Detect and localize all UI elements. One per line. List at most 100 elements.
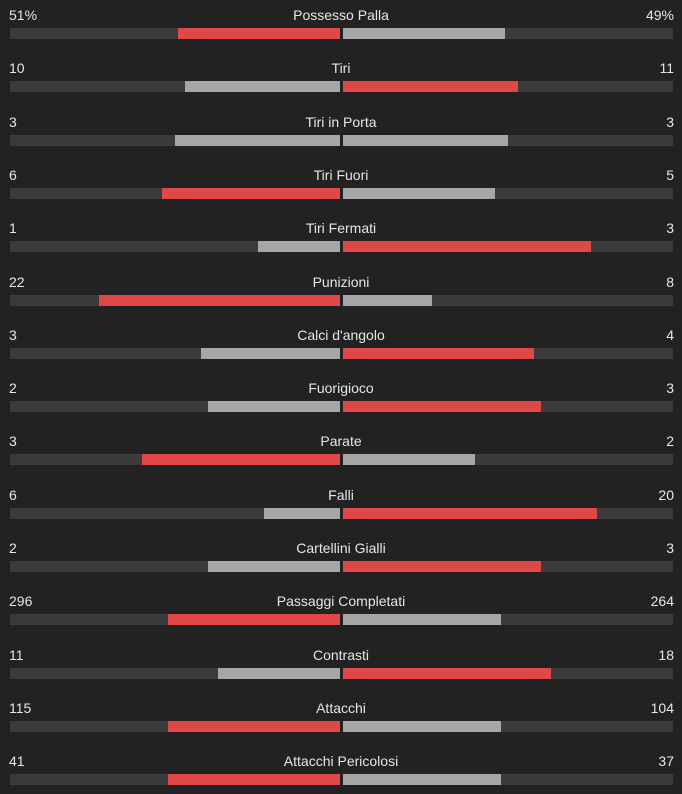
home-value: 296 (9, 593, 33, 610)
home-bar-fill (161, 187, 340, 199)
home-bar-fill (217, 667, 340, 679)
stat-row: 2 Fuorigioco 3 (0, 375, 682, 415)
stat-row: 10 Tiri 11 (0, 55, 682, 95)
stat-row: 6 Tiri Fuori 5 (0, 162, 682, 202)
away-value: 5 (666, 166, 674, 183)
home-bar-track (10, 134, 340, 146)
home-bar-fill (201, 347, 340, 359)
home-value: 6 (9, 166, 17, 183)
stat-label: Possesso Palla (293, 7, 389, 23)
home-bar-track (10, 667, 340, 679)
away-value: 3 (666, 220, 674, 237)
away-bar-track (343, 241, 673, 253)
home-bar-track (10, 774, 340, 786)
stat-row: 22 Punizioni 8 (0, 269, 682, 309)
away-value: 20 (658, 486, 674, 503)
away-bar-track (343, 347, 673, 359)
home-value: 51% (9, 7, 38, 23)
away-bar-fill (343, 667, 551, 679)
away-bar-fill (343, 720, 502, 732)
home-bar-fill (208, 401, 340, 413)
home-value: 11 (9, 646, 24, 663)
home-bar-fill (264, 507, 340, 519)
home-bar-fill (168, 614, 340, 626)
away-value: 8 (666, 273, 674, 290)
away-bar-track (343, 507, 673, 519)
away-value: 18 (658, 646, 674, 663)
stat-label: Tiri Fuori (313, 166, 369, 183)
away-bar-track (343, 187, 673, 199)
home-bar-track (10, 28, 340, 39)
stat-row: 51% Possesso Palla 49% (0, 2, 682, 42)
away-value: 37 (658, 753, 674, 770)
home-value: 3 (9, 113, 17, 130)
stat-label: Tiri in Porta (305, 113, 377, 130)
stat-row: 1 Tiri Fermati 3 (0, 215, 682, 255)
home-bar-fill (208, 561, 340, 572)
away-value: 3 (666, 540, 674, 556)
away-bar-fill (343, 134, 508, 146)
home-value: 3 (9, 433, 17, 450)
stat-row: 3 Parate 2 (0, 428, 682, 468)
away-bar-track (343, 81, 673, 93)
stat-row: 6 Falli 20 (0, 482, 682, 522)
stat-label: Falli (328, 486, 354, 503)
stat-row: 296 Passaggi Completati 264 (0, 588, 682, 628)
stat-label: Cartellini Gialli (296, 540, 386, 556)
home-bar-fill (178, 28, 340, 39)
home-bar-fill (168, 774, 340, 786)
away-value: 49% (645, 7, 674, 23)
home-bar-track (10, 720, 340, 732)
away-value: 4 (666, 326, 674, 343)
stat-label: Tiri (331, 60, 351, 77)
stat-label: Contrasti (312, 646, 370, 663)
away-bar-fill (343, 187, 495, 199)
away-bar-track (343, 454, 673, 466)
home-bar-fill (99, 294, 340, 306)
home-bar-track (10, 81, 340, 93)
home-bar-track (10, 187, 340, 199)
home-bar-fill (175, 134, 340, 146)
home-bar-track (10, 614, 340, 626)
away-bar-fill (343, 347, 535, 359)
home-value: 2 (9, 380, 17, 397)
stat-label: Attacchi (316, 699, 366, 716)
home-bar-track (10, 561, 340, 572)
away-bar-fill (343, 614, 502, 626)
home-value: 10 (9, 60, 25, 77)
home-value: 41 (9, 753, 25, 770)
stat-row: 2 Cartellini Gialli 3 (0, 535, 682, 575)
stat-row: 115 Attacchi 104 (0, 695, 682, 735)
home-bar-track (10, 507, 340, 519)
away-bar-fill (343, 454, 475, 466)
away-bar-fill (343, 401, 541, 413)
stat-label: Tiri Fermati (305, 220, 377, 237)
away-bar-track (343, 667, 673, 679)
away-value: 2 (666, 433, 674, 450)
away-value: 11 (659, 60, 674, 77)
home-bar-fill (168, 720, 340, 732)
stat-row: 3 Tiri in Porta 3 (0, 109, 682, 149)
home-value: 2 (9, 540, 17, 556)
home-bar-fill (257, 241, 340, 253)
home-value: 22 (9, 273, 25, 290)
stat-label: Fuorigioco (308, 380, 374, 397)
away-bar-fill (343, 507, 598, 519)
away-bar-fill (343, 81, 518, 93)
away-value: 104 (650, 699, 674, 716)
away-bar-fill (343, 774, 502, 786)
stat-label: Punizioni (312, 273, 370, 290)
home-value: 1 (9, 220, 17, 237)
away-bar-track (343, 294, 673, 306)
away-bar-track (343, 134, 673, 146)
stat-row: 3 Calci d'angolo 4 (0, 322, 682, 362)
home-bar-fill (184, 81, 340, 93)
stat-label: Attacchi Pericolosi (283, 753, 399, 770)
home-bar-track (10, 347, 340, 359)
away-bar-track (343, 774, 673, 786)
away-value: 264 (650, 593, 674, 610)
away-bar-fill (343, 294, 433, 306)
home-value: 6 (9, 486, 17, 503)
away-value: 3 (666, 380, 674, 397)
away-bar-fill (343, 28, 505, 39)
